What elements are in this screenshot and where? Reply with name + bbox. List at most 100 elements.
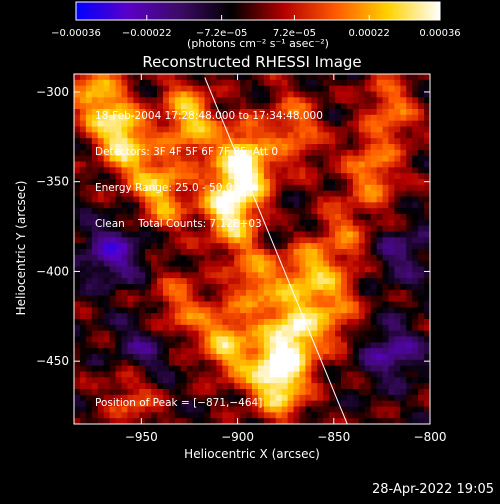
heatmap-cell <box>198 173 206 180</box>
heatmap-cell <box>358 190 366 198</box>
heatmap-cell <box>103 196 111 203</box>
heatmap-cell <box>127 114 134 122</box>
heatmap-cell <box>424 371 430 378</box>
heatmap-cell <box>412 225 419 233</box>
heatmap-cell <box>240 214 247 221</box>
heatmap-cell <box>204 383 212 390</box>
heatmap-cell <box>376 97 384 104</box>
heatmap-cell <box>388 371 395 378</box>
heatmap-cell <box>192 348 200 355</box>
heatmap-cell <box>91 126 99 133</box>
heatmap-cell <box>157 377 164 384</box>
heatmap-cell <box>305 120 312 128</box>
heatmap-cell <box>346 237 354 244</box>
heatmap-cell <box>281 132 289 139</box>
heatmap-cell <box>257 371 265 378</box>
heatmap-cell <box>281 74 289 81</box>
heatmap-cell <box>400 237 407 244</box>
heatmap-cell <box>346 313 354 320</box>
heatmap-cell <box>418 167 425 174</box>
heatmap-cell <box>180 161 188 168</box>
heatmap-cell <box>91 348 99 355</box>
heatmap-cell <box>418 184 425 192</box>
heatmap-cell <box>85 74 93 81</box>
heatmap-cell <box>394 120 401 128</box>
heatmap-cell <box>406 289 413 297</box>
heatmap-cell <box>263 184 271 192</box>
heatmap-cell <box>103 295 111 303</box>
heatmap-cell <box>418 120 425 128</box>
heatmap-cell <box>311 132 318 139</box>
heatmap-cell <box>109 85 117 93</box>
heatmap-cell <box>74 120 81 128</box>
heatmap-cell <box>311 219 318 227</box>
heatmap-cell <box>79 348 87 355</box>
heatmap-cell <box>222 400 229 408</box>
heatmap-cell <box>115 196 123 203</box>
heatmap-cell <box>121 144 128 151</box>
heatmap-cell <box>311 295 318 303</box>
heatmap-cell <box>335 202 342 209</box>
info-energy-range: Energy Range: 25.0 - 50.0 keV <box>95 182 256 194</box>
heatmap-cell <box>186 400 194 408</box>
heatmap-cell <box>418 260 425 268</box>
heatmap-cell <box>352 74 360 81</box>
heatmap-cell <box>287 85 295 93</box>
heatmap-cell <box>376 389 384 396</box>
heatmap-cell <box>275 348 283 355</box>
heatmap-cell <box>133 278 140 285</box>
heatmap-cell <box>192 120 200 128</box>
heatmap-cell <box>198 418 206 424</box>
heatmap-cell <box>400 225 407 233</box>
heatmap-cell <box>257 184 265 192</box>
heatmap-cell <box>192 149 200 157</box>
heatmap-cell <box>305 389 312 396</box>
heatmap-cell <box>79 85 87 93</box>
heatmap-cell <box>163 371 170 378</box>
heatmap-cell <box>358 225 366 233</box>
heatmap-cell <box>168 126 176 133</box>
heatmap-cell <box>293 365 301 373</box>
heatmap-cell <box>198 155 206 163</box>
heatmap-cell <box>139 284 146 291</box>
heatmap-cell <box>346 138 354 145</box>
heatmap-cell <box>257 109 265 116</box>
heatmap-cell <box>186 243 194 250</box>
heatmap-cell <box>275 138 283 145</box>
heatmap-cell <box>103 190 111 198</box>
heatmap-cell <box>115 348 123 355</box>
heatmap-cell <box>388 383 395 390</box>
heatmap-cell <box>376 278 384 285</box>
heatmap-cell <box>370 301 378 308</box>
heatmap-cell <box>174 284 182 291</box>
heatmap-cell <box>346 389 354 396</box>
heatmap-cell <box>145 97 152 104</box>
heatmap-cell <box>293 400 301 408</box>
heatmap-cell <box>216 208 223 215</box>
heatmap-cell <box>394 208 401 215</box>
heatmap-cell <box>400 377 407 384</box>
heatmap-cell <box>281 307 289 314</box>
heatmap-cell <box>192 342 200 349</box>
heatmap-cell <box>97 359 105 367</box>
heatmap-cell <box>323 132 330 139</box>
heatmap-cell <box>240 103 247 110</box>
heatmap-cell <box>311 383 318 390</box>
heatmap-cell <box>246 219 253 227</box>
heatmap-cell <box>394 196 401 203</box>
heatmap-cell <box>412 354 419 361</box>
heatmap-cell <box>376 394 384 402</box>
heatmap-cell <box>394 114 401 122</box>
heatmap-cell <box>329 74 336 81</box>
heatmap-cell <box>382 138 390 145</box>
heatmap-cell <box>210 79 217 87</box>
heatmap-cell <box>299 260 306 268</box>
heatmap-cell <box>139 313 146 320</box>
heatmap-cell <box>406 365 413 373</box>
heatmap-cell <box>198 284 206 291</box>
heatmap-cell <box>400 389 407 396</box>
heatmap-cell <box>352 190 360 198</box>
heatmap-cell <box>335 359 342 367</box>
heatmap-cell <box>216 400 223 408</box>
heatmap-cell <box>293 126 301 133</box>
